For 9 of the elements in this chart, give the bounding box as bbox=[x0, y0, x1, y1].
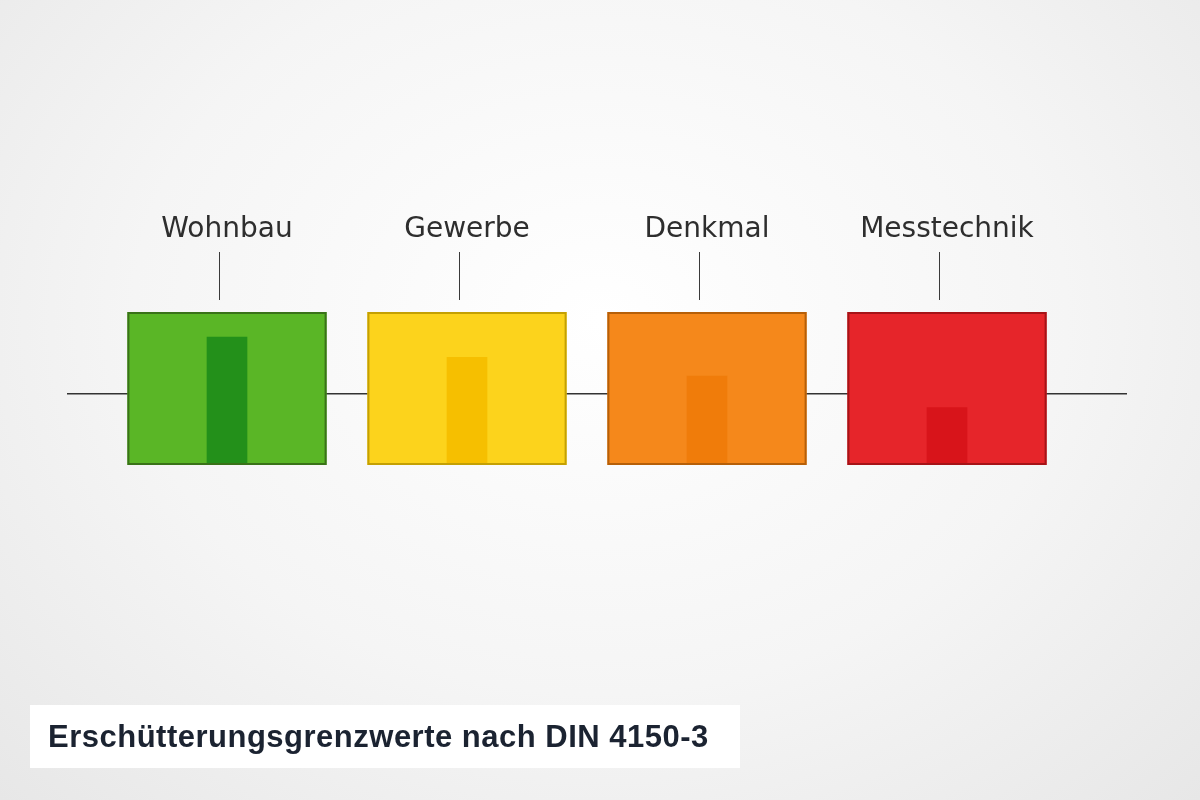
x-tick-label: Wohnbau bbox=[161, 211, 293, 244]
bar bbox=[686, 375, 728, 463]
x-tick-label: Messtechnik bbox=[860, 211, 1034, 244]
bar bbox=[206, 336, 248, 463]
x-tick-label: Denkmal bbox=[644, 211, 770, 244]
x-tick-label: Gewerbe bbox=[404, 211, 530, 244]
text: Erschütterungsgrenzwerte nach DIN 4150-3 bbox=[30, 705, 740, 768]
bar bbox=[926, 407, 968, 463]
bar bbox=[446, 356, 488, 463]
